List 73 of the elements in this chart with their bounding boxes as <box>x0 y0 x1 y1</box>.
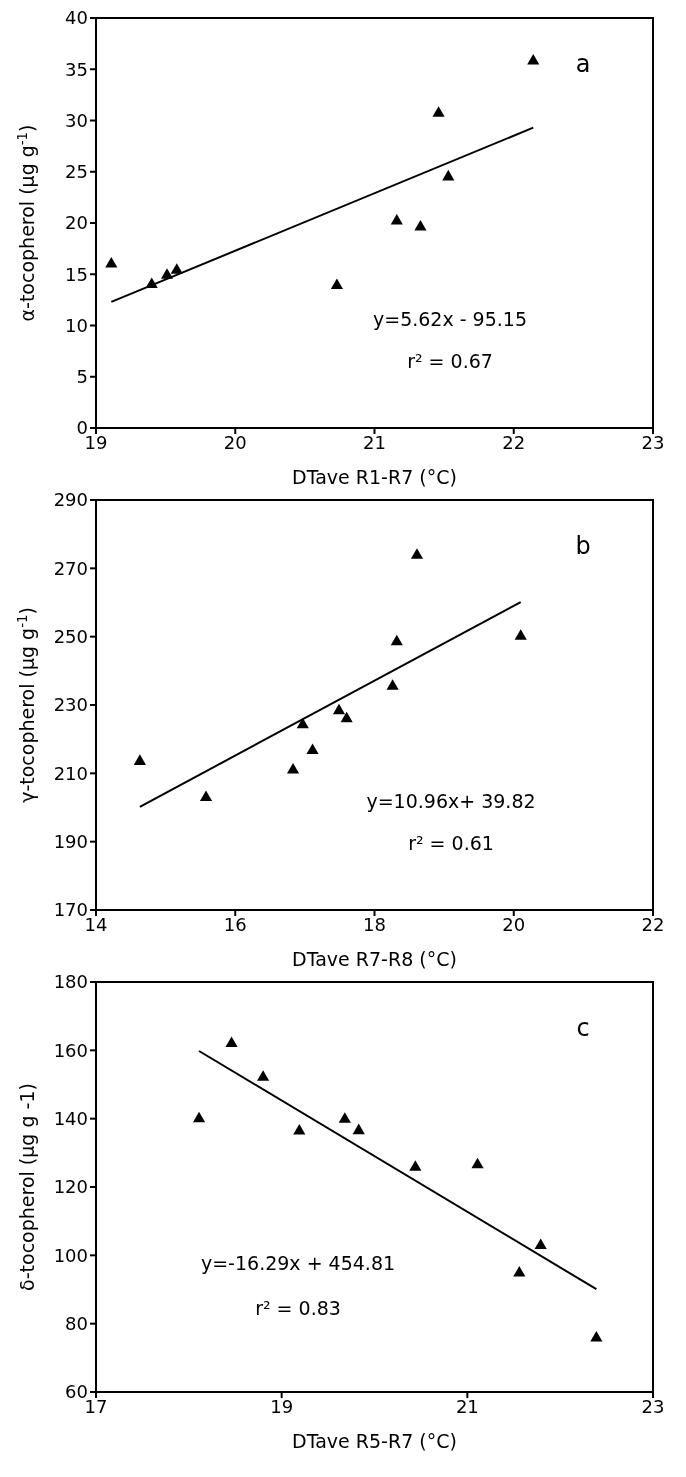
point <box>352 1123 365 1135</box>
x-axis-title: DTave R1-R7 (°C) <box>292 466 457 488</box>
point <box>105 256 118 268</box>
point <box>192 1111 206 1123</box>
point <box>471 1157 484 1169</box>
point <box>590 1331 603 1342</box>
y-tick-label: 20 <box>65 212 88 234</box>
point <box>527 54 540 65</box>
annotation: y=5.62x - 95.15 <box>372 308 528 330</box>
point <box>410 548 424 559</box>
x-tick-label: 21 <box>455 1395 479 1417</box>
point <box>332 703 346 715</box>
y-tick-label: 270 <box>53 557 88 579</box>
point <box>409 1160 422 1171</box>
y-tick-label: 80 <box>65 1313 88 1335</box>
y-tick-label: 290 <box>53 489 88 511</box>
point <box>386 679 399 690</box>
y-tick-label: 40 <box>65 7 88 29</box>
point <box>414 220 427 231</box>
x-tick-label: 18 <box>363 913 386 935</box>
x-tick-label: 19 <box>270 1395 294 1417</box>
y-tick-label: 5 <box>76 366 88 388</box>
point <box>442 169 455 181</box>
annotation: y=10.96x+ 39.82 <box>366 790 536 812</box>
point <box>338 1112 351 1123</box>
point <box>514 629 527 640</box>
x-tick-label: 23 <box>641 1395 665 1417</box>
point <box>257 1070 270 1081</box>
annotation: c <box>576 1014 590 1042</box>
y-tick-label: 15 <box>65 263 88 285</box>
point <box>513 1266 526 1277</box>
x-axis-title: DTave R7-R8 (°C) <box>292 948 457 970</box>
y-tick-label: 10 <box>65 314 88 336</box>
y-tick-label: 140 <box>53 1108 88 1130</box>
point <box>534 1238 547 1249</box>
point <box>390 213 403 225</box>
point <box>390 634 403 646</box>
point <box>340 711 353 723</box>
annotation: b <box>575 532 591 560</box>
annotation: y=-16.29x + 454.81 <box>200 1252 396 1274</box>
point <box>306 743 319 754</box>
x-tick-label: 16 <box>223 913 247 935</box>
x-axis-title: DTave R5-R7 (°C) <box>292 1430 457 1452</box>
x-tick-label: 22 <box>502 431 526 453</box>
y-tick-label: 120 <box>53 1176 88 1198</box>
point <box>286 762 300 774</box>
y-tick-label: 35 <box>65 58 88 80</box>
x-tick-label: 21 <box>363 431 386 453</box>
point <box>199 790 213 802</box>
y-tick-label: 250 <box>53 626 88 648</box>
x-tick-label: 20 <box>223 431 247 453</box>
point <box>170 263 183 274</box>
annotation: a <box>575 50 591 78</box>
point <box>330 278 343 290</box>
y-tick-label: 180 <box>53 971 88 993</box>
point <box>293 1123 306 1135</box>
annotation: r² = 0.67 <box>407 350 493 372</box>
y-tick-label: 30 <box>65 109 88 131</box>
point <box>432 106 445 117</box>
y-tick-label: 100 <box>53 1244 88 1266</box>
x-tick-label: 22 <box>641 913 665 935</box>
point <box>225 1036 238 1048</box>
x-tick-label: 23 <box>641 431 665 453</box>
annotation: r² = 0.61 <box>408 832 494 854</box>
y-tick-label: 25 <box>65 161 88 183</box>
annotation: r² = 0.83 <box>255 1297 341 1319</box>
x-tick-label: 20 <box>502 913 526 935</box>
y-tick-label: 190 <box>53 831 88 853</box>
y-axis-title: δ-tocopherol (µg g -1) <box>16 1083 38 1291</box>
y-tick-label: 160 <box>53 1039 88 1061</box>
y-tick-label: 230 <box>53 694 88 716</box>
point <box>133 754 146 765</box>
y-tick-label: 210 <box>53 762 88 784</box>
